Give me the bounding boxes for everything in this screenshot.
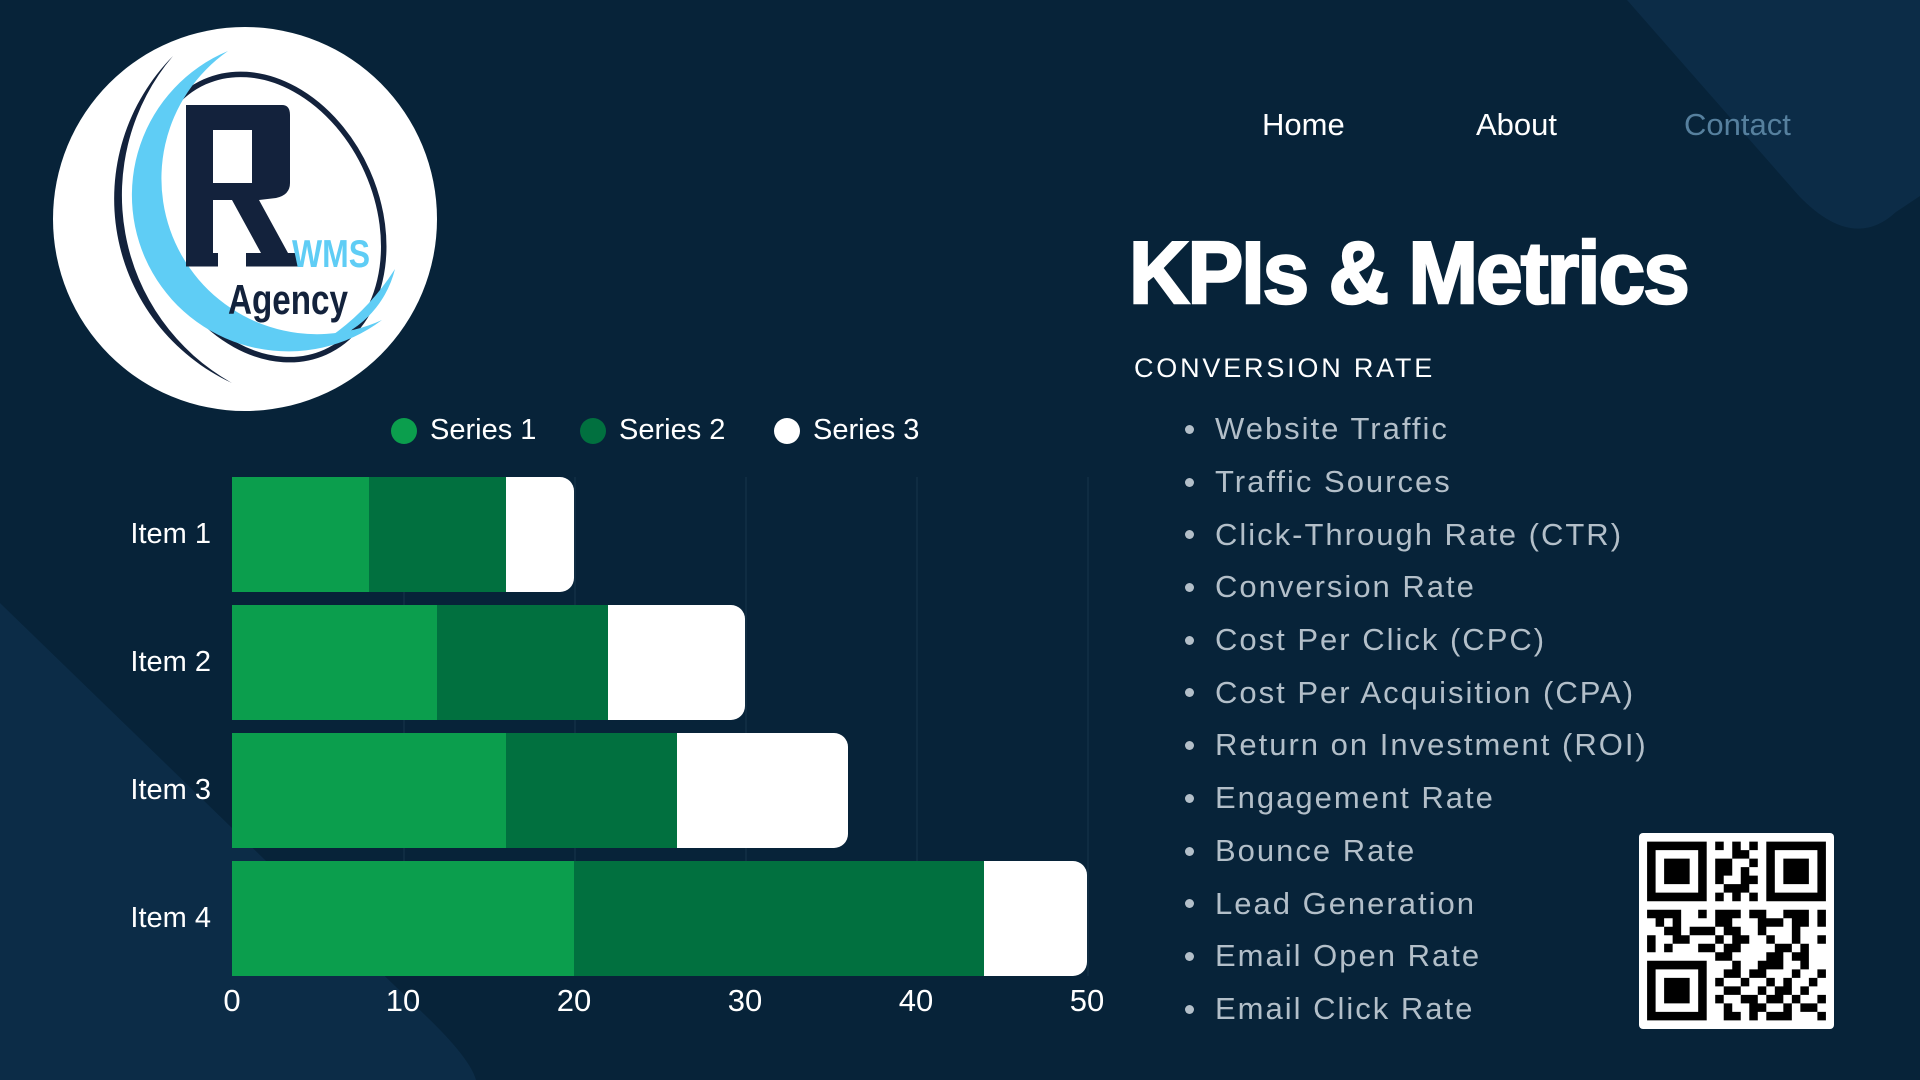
svg-text:WMS: WMS bbox=[292, 233, 370, 276]
svg-text:Agency: Agency bbox=[228, 276, 349, 323]
